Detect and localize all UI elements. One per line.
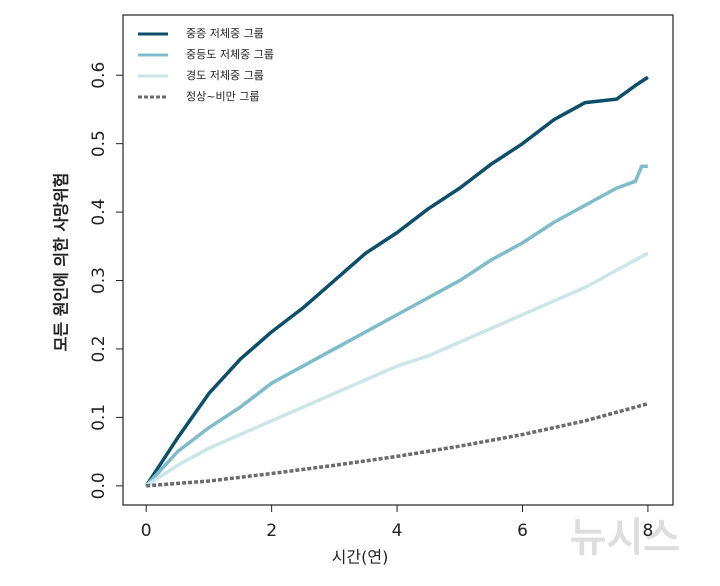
legend-label: 정상~비만 그룹 — [186, 90, 259, 103]
y-tick-label: 0.4 — [89, 199, 109, 226]
y-tick-label: 0.0 — [89, 472, 109, 499]
x-tick-label: 0 — [141, 521, 152, 541]
y-axis-label: 모든 원인에 의한 사망위험 — [52, 173, 71, 352]
series-line — [144, 75, 649, 487]
legend-label: 중등도 저체중 그룹 — [186, 48, 274, 61]
legend-label: 중증 저체중 그룹 — [186, 27, 264, 40]
y-tick-label: 0.1 — [89, 404, 109, 431]
x-tick-label: 8 — [643, 521, 654, 541]
x-tick-label: 6 — [517, 521, 528, 541]
x-tick-label: 2 — [266, 521, 277, 541]
y-tick-label: 0.5 — [89, 130, 109, 157]
series-line — [144, 164, 648, 488]
y-tick-label: 0.2 — [89, 335, 109, 362]
y-tick-label: 0.6 — [89, 62, 109, 89]
series-line — [146, 402, 649, 488]
series-line — [145, 251, 649, 488]
watermark: 뉴시스 — [570, 515, 680, 561]
legend-label: 경도 저체중 그룹 — [186, 69, 264, 82]
x-tick-label: 4 — [392, 521, 403, 541]
y-tick-label: 0.3 — [89, 267, 109, 294]
x-axis-label: 시간(연) — [332, 548, 389, 567]
plot-frame — [122, 14, 674, 506]
